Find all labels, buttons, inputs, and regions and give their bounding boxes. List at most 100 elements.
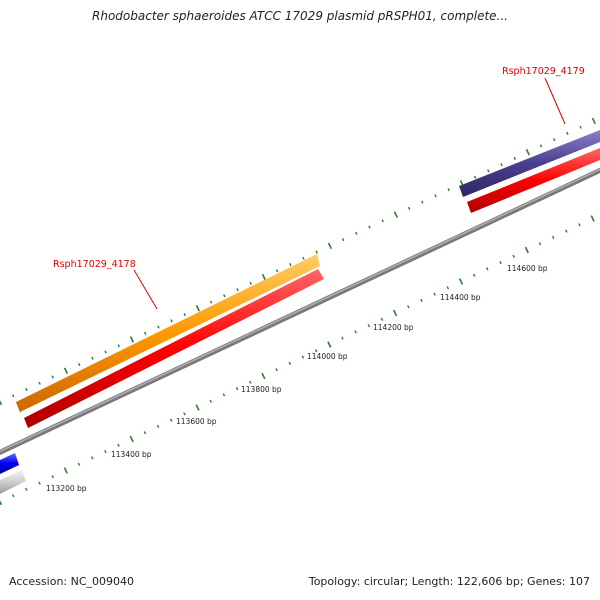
minor-tick (222, 393, 226, 397)
minor-tick (566, 131, 569, 135)
minor-tick (248, 380, 252, 384)
minor-tick (500, 163, 503, 167)
outer-tick-row (0, 117, 596, 406)
major-tick (195, 305, 201, 312)
major-tick (327, 242, 333, 250)
minor-tick (77, 462, 81, 466)
minor-tick (38, 381, 41, 385)
minor-tick (169, 418, 173, 422)
minor-tick (314, 349, 318, 353)
minor-tick (355, 231, 358, 235)
bp-label: 114200 bp (373, 323, 414, 332)
minor-tick (288, 361, 292, 365)
minor-tick (565, 229, 568, 233)
minor-tick (447, 188, 450, 192)
minor-tick (236, 287, 239, 292)
minor-tick (407, 206, 411, 210)
major-tick (63, 467, 68, 474)
major-tick (590, 215, 595, 222)
minor-tick (275, 269, 279, 273)
major-tick (0, 500, 3, 506)
minor-tick (38, 481, 41, 485)
minor-tick (486, 267, 489, 271)
minor-tick (538, 242, 542, 246)
minor-tick (104, 350, 107, 354)
minor-tick (117, 344, 121, 348)
minor-tick (551, 235, 555, 239)
major-tick (0, 400, 3, 406)
minor-tick (209, 300, 213, 304)
minor-tick (578, 223, 581, 227)
minor-tick (91, 356, 94, 360)
minor-tick (156, 424, 160, 429)
minor-tick (421, 200, 424, 204)
major-tick (195, 404, 200, 411)
minor-tick (473, 175, 477, 179)
major-tick (63, 367, 69, 375)
minor-tick (513, 156, 516, 160)
minor-tick (579, 125, 582, 129)
minor-tick (552, 138, 556, 142)
minor-tick (143, 431, 147, 435)
minor-tick (25, 487, 28, 491)
minor-tick (25, 387, 28, 392)
major-tick (129, 336, 135, 343)
bp-label: 114600 bp (507, 264, 548, 273)
minor-tick (275, 368, 278, 372)
bp-label: 114000 bp (307, 352, 348, 361)
plasmid-backbone-highlight (0, 168, 600, 453)
minor-tick (407, 305, 410, 309)
minor-tick (446, 286, 450, 290)
minor-tick (157, 325, 160, 329)
gene-label-4179[interactable]: Rsph17029_4179 (502, 66, 585, 77)
gene-feature-gray[interactable] (0, 470, 26, 494)
minor-tick (170, 319, 173, 323)
minor-tick (354, 330, 357, 334)
minor-tick (368, 225, 371, 229)
minor-tick (183, 412, 186, 416)
minor-tick (289, 262, 292, 267)
minor-tick (77, 362, 81, 367)
minor-tick (499, 261, 502, 265)
minor-tick (183, 313, 186, 317)
bp-label: 114400 bp (440, 293, 481, 302)
bp-label: 113400 bp (111, 450, 152, 459)
minor-tick (11, 494, 15, 498)
plasmid-backbone (0, 167, 600, 456)
gene-feature-blue[interactable] (0, 453, 19, 474)
minor-tick (301, 355, 305, 359)
major-tick (393, 211, 399, 218)
accession-label: Accession: NC_009040 (9, 575, 135, 588)
minor-tick (143, 331, 147, 335)
gene-label-4178[interactable]: Rsph17029_4178 (53, 259, 136, 270)
major-tick (261, 372, 266, 380)
gene-feature-red-4179[interactable] (467, 148, 600, 213)
gene-rsph17029-4179[interactable] (459, 130, 600, 197)
minor-tick (341, 336, 344, 340)
minor-tick (420, 298, 423, 302)
minor-tick (367, 324, 371, 328)
minor-tick (117, 443, 120, 447)
minor-tick (11, 394, 15, 398)
bp-label: 113600 bp (176, 417, 217, 426)
gene-rsph17029-4178[interactable] (16, 254, 320, 413)
minor-tick (434, 194, 437, 198)
major-tick (392, 309, 398, 317)
minor-tick (433, 292, 436, 296)
minor-tick (302, 256, 305, 260)
gene-feature-red-4178[interactable] (24, 269, 324, 428)
minor-tick (512, 254, 515, 258)
minor-tick (539, 144, 543, 148)
minor-tick (104, 450, 107, 454)
inner-tick-row (0, 215, 595, 506)
major-tick (327, 341, 332, 348)
major-tick (524, 246, 529, 254)
bp-label: 113200 bp (46, 484, 87, 493)
minor-tick (209, 399, 212, 403)
minor-tick (315, 250, 318, 254)
minor-tick (487, 169, 490, 173)
minor-tick (249, 281, 252, 285)
major-tick (261, 273, 267, 281)
major-tick (591, 117, 596, 125)
